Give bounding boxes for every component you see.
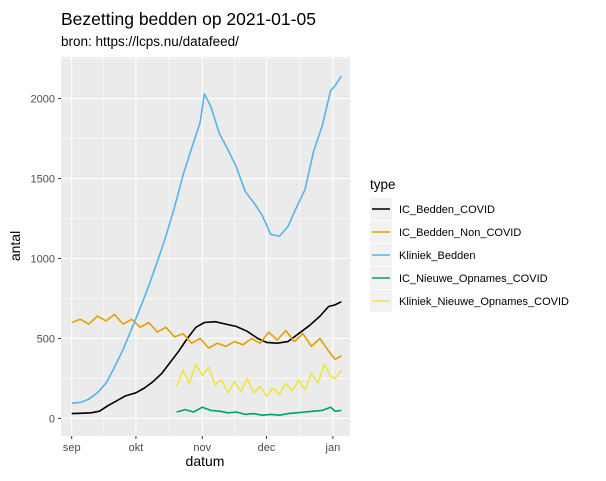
legend-label: IC_Bedden_COVID — [399, 204, 495, 216]
y-tick-label: 2000 — [31, 94, 55, 106]
x-tick-label: okt — [129, 442, 144, 454]
legend-label: Kliniek_Bedden — [399, 250, 475, 262]
series-line-IC_Nieuwe_Opnames_COVID — [176, 406, 342, 416]
series-line-Kliniek_Nieuwe_Opnames_COVID — [175, 363, 343, 397]
legend-label: IC_Bedden_Non_COVID — [399, 227, 521, 239]
chart-title: Bezetting bedden op 2021-01-05 — [61, 9, 316, 29]
x-axis: sep okt nov dec jan — [63, 436, 340, 454]
series-line-Kliniek_Bedden — [71, 75, 343, 404]
series-lines — [71, 75, 343, 416]
x-tick-label: sep — [63, 442, 81, 454]
y-axis: 0 500 1000 1500 2000 — [31, 94, 61, 425]
legend-title: type — [370, 177, 396, 192]
legend-label: IC_Nieuwe_Opnames_COVID — [399, 273, 548, 285]
x-tick-label: dec — [258, 442, 276, 454]
y-tick-label: 0 — [49, 413, 55, 425]
x-tick-label: jan — [325, 442, 341, 454]
x-axis-label: datum — [186, 453, 225, 469]
y-tick-label: 1000 — [31, 253, 55, 265]
minor-gridlines — [61, 57, 350, 436]
series-line-IC_Bedden_Non_COVID — [71, 313, 342, 360]
series-line-IC_Bedden_COVID — [71, 300, 342, 415]
legend-label: Kliniek_Nieuwe_Opnames_COVID — [399, 296, 569, 308]
plot-panel — [61, 57, 350, 436]
y-axis-label: antal — [7, 231, 23, 261]
x-tick-label: nov — [193, 442, 211, 454]
chart-subtitle: bron: https://lcps.nu/datafeed/ — [61, 34, 239, 49]
legend: type IC_Bedden_COVID IC_Bedden_Non_COVID K… — [370, 177, 569, 312]
y-tick-label: 500 — [37, 333, 55, 345]
major-gridlines — [61, 57, 350, 436]
y-tick-label: 1500 — [31, 174, 55, 186]
